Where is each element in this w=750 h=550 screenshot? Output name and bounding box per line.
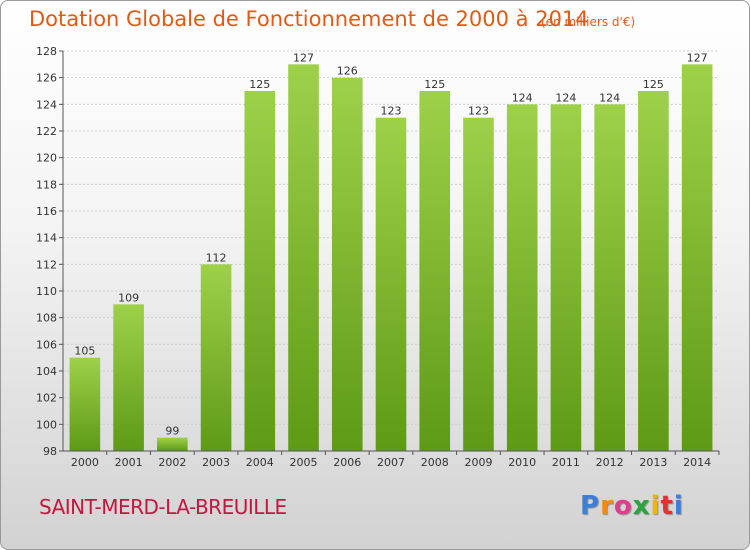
bar-data-label: 127 [293,51,314,64]
bar [463,117,494,452]
bar-data-label: 124 [555,91,576,104]
y-tick-label: 124 [36,98,57,111]
x-tick-label: 2005 [290,456,318,469]
logo-letter: i [673,491,684,521]
x-tick-label: 2014 [683,456,711,469]
x-tick-label: 2003 [202,456,230,469]
bars [69,64,713,452]
bar [419,91,451,451]
x-tick-label: 2006 [333,456,361,469]
x-tick-label: 2009 [464,456,492,469]
bar-data-label: 125 [424,78,445,91]
bar-data-label: 125 [643,78,664,91]
proxiti-logo[interactable]: Proxiti [580,491,684,521]
bar [69,357,101,451]
y-tick-label: 112 [36,258,57,271]
y-tick-label: 104 [36,365,57,378]
bar-data-label: 109 [118,291,139,304]
bar [113,304,144,451]
logo-letter: o [613,491,633,521]
bar [331,77,363,452]
bar [506,104,538,451]
chart-title: Dotation Globale de Fonctionnement de 20… [29,7,589,31]
y-tick-label: 106 [36,338,57,351]
bar-data-label: 105 [74,345,95,358]
y-tick-label: 120 [36,152,57,165]
bar-data-label: 112 [206,251,227,264]
y-tick-label: 98 [43,445,57,458]
axes [59,50,720,455]
logo-letter: t [660,491,674,521]
logo-letter: x [632,491,651,521]
bar [288,64,319,452]
x-tick-label: 2011 [552,456,580,469]
commune-name: SAINT-MERD-LA-BREUILLE [39,495,287,519]
tick-labels: 98 100 102 104 106 108 110 112 114 116 118 120 122 12… [36,45,711,469]
bar-data-label: 126 [337,65,358,78]
x-tick-label: 2001 [115,456,143,469]
bar-data-label: 123 [468,105,489,118]
y-tick-label: 102 [36,392,57,405]
bar [200,264,232,451]
x-tick-label: 2007 [377,456,405,469]
bar-data-label: 125 [249,78,270,91]
x-tick-label: 2004 [246,456,274,469]
logo-letter: r [600,491,614,521]
bar [638,91,669,451]
bar [550,104,582,451]
bar-data-label: 99 [165,425,179,438]
y-tick-label: 114 [36,232,57,245]
chart-subtitle: (en milliers d'€) [541,15,636,29]
bar-data-label: 124 [512,91,533,104]
bar [594,104,625,451]
y-tick-label: 100 [36,418,57,431]
x-tick-label: 2008 [421,456,449,469]
y-tick-label: 126 [36,72,57,85]
bar-data-label: 124 [599,91,620,104]
bar [244,91,276,451]
y-tick-label: 116 [36,205,57,218]
x-tick-label: 2010 [508,456,536,469]
x-tick-label: 2012 [596,456,624,469]
logo-letter: i [650,491,661,521]
x-tick-label: 2013 [639,456,667,469]
y-tick-label: 128 [36,45,57,58]
bar [375,117,407,452]
y-tick-label: 122 [36,125,57,138]
bar [681,64,713,452]
logo-letter: P [580,491,601,521]
bar-data-label: 123 [381,105,402,118]
y-tick-label: 108 [36,312,57,325]
y-tick-label: 118 [36,178,57,191]
bar-data-label: 127 [687,51,708,64]
y-tick-label: 110 [36,285,57,298]
bar [157,437,188,451]
x-tick-label: 2000 [71,456,99,469]
x-tick-label: 2002 [158,456,186,469]
